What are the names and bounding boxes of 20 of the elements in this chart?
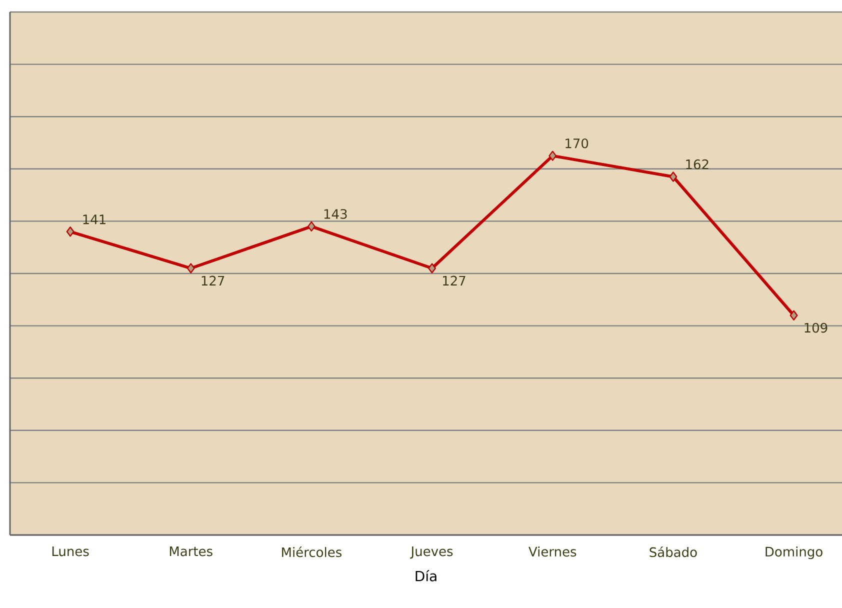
point [790, 310, 798, 320]
point [307, 221, 316, 232]
x-tick-label: Lunes [52, 546, 89, 556]
x-tick-label: Sábado [650, 546, 697, 558]
point [548, 150, 557, 161]
data-label: 170 [566, 138, 588, 148]
x-tick-label: Domingo [766, 546, 822, 560]
x-tick-label: Martes [170, 546, 212, 556]
data-label: 143 [324, 209, 347, 219]
point [428, 263, 436, 274]
x-tick-label: Viernes [528, 546, 576, 557]
x-tick-label: Jueves [410, 546, 453, 559]
point [66, 226, 74, 237]
point [186, 263, 195, 274]
data-label: 127 [202, 276, 224, 286]
x-axis-title: Día [416, 570, 436, 582]
data-label: 162 [686, 159, 708, 170]
data-label: 127 [442, 276, 466, 286]
x-tick-label: Miércoles [282, 546, 342, 558]
point [669, 172, 678, 182]
